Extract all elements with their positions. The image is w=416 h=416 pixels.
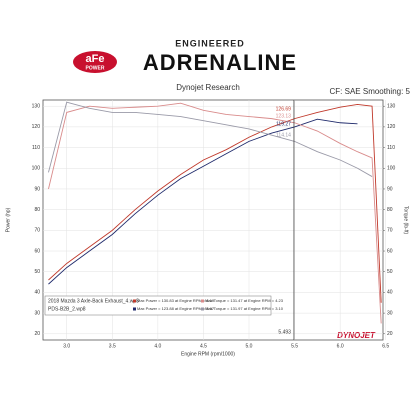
legend-swatch [133,299,136,303]
y2-tick-label: 60 [387,248,393,254]
y-tick-label: 130 [32,104,41,110]
cursor-value: 123.13 [276,114,292,120]
legend-swatch [201,299,204,303]
y2-tick-label: 130 [387,104,396,110]
cursor-value: 119.27 [276,122,291,128]
y2-tick-label: 110 [387,145,395,151]
legend-swatch [133,307,136,311]
y-tick-label: 40 [34,290,40,296]
logo: aFe [86,53,105,65]
y2-tick-label: 50 [387,269,393,275]
cursor-label: 5.493 [278,329,291,335]
x-tick-label: 3.0 [63,343,70,349]
cursor-value: 114.14 [276,132,291,138]
x-tick-label: 4.5 [200,343,207,349]
chart-title: Dynojet Research [176,83,240,92]
legend-stat: Max Torque = 131.47 at Engine RPM = 4.23 [205,298,284,303]
y2-tick-label: 90 [387,186,393,192]
x-tick-label: 4.0 [154,343,161,349]
x-axis-label: Engine RPM (rpm/1000) [181,351,235,357]
y-tick-label: 60 [34,248,40,254]
y-tick-label: 50 [34,269,40,275]
series-line [48,104,382,303]
legend-label: 2018 Mazda 3 Axle-Back Exhaust_4.wp8 [48,298,139,304]
x-tick-label: 6.5 [382,343,389,349]
y-tick-label: 20 [34,331,40,337]
y-tick-label: 90 [34,186,40,192]
legend-label: PDS-B2B_2.wp8 [48,306,86,312]
y-axis-label: Power (hp) [5,207,11,232]
y2-tick-label: 80 [387,207,393,213]
cursor-value: 126.69 [276,106,292,112]
series-line [48,118,358,285]
chart-subtitle: CF: SAE Smoothing: 5 [330,87,411,96]
brand-name: ADRENALINE [143,50,297,75]
y2-tick-label: 120 [387,124,396,130]
y2-tick-label: 100 [387,166,396,172]
y-tick-label: 120 [32,124,41,130]
y2-tick-label: 40 [387,290,393,296]
legend-stat: Max Torque = 131.97 at Engine RPM = 3.10 [205,306,284,311]
footer-logo: DYNOJET [337,331,376,340]
y-tick-label: 80 [34,207,40,213]
y2-axis-label: Torque (lb-ft) [403,206,409,235]
legend-stat: Max Power = 123.88 at Engine RPM = 5.67 [137,306,215,311]
legend-swatch [201,307,204,311]
logo-sub: POWER [86,65,105,71]
y-tick-label: 30 [34,310,40,316]
x-tick-label: 5.0 [246,343,253,349]
legend-box [44,295,272,316]
series-line [48,102,382,324]
legend-stat: Max Power = 130.83 at Engine RPM = 6.19 [137,298,215,303]
x-tick-label: 3.5 [109,343,116,349]
logo-badge [73,51,117,73]
y-tick-label: 100 [32,166,41,172]
y-tick-label: 110 [32,145,40,151]
plot-frame [42,99,384,341]
x-tick-label: 6.0 [337,343,344,349]
series-line [48,101,373,177]
y2-tick-label: 20 [387,331,393,337]
tagline: ENGINEERED [175,38,245,48]
x-tick-label: 5.5 [291,343,298,349]
y2-tick-label: 30 [387,310,393,316]
y-tick-label: 70 [34,228,40,234]
y2-tick-label: 70 [387,228,393,234]
